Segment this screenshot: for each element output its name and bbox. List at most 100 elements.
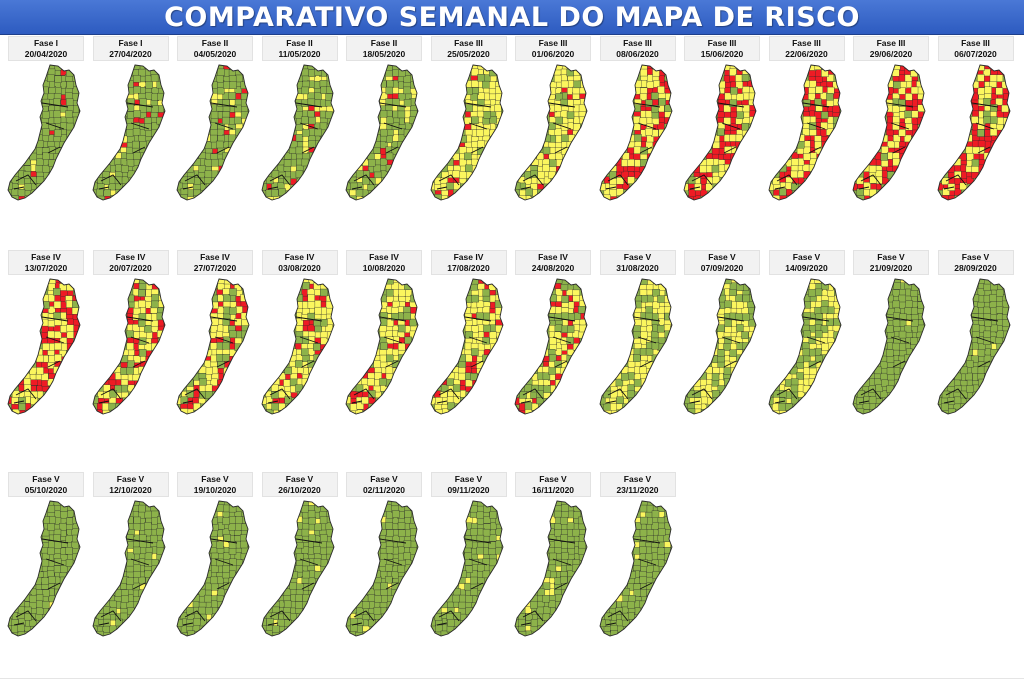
municipality-region	[41, 373, 49, 381]
municipality-region	[229, 288, 237, 296]
region-boundary-lines	[351, 316, 407, 404]
municipality-region	[741, 122, 749, 131]
municipality-region	[60, 565, 68, 573]
municipality-region	[542, 372, 551, 380]
state-outline	[92, 64, 165, 201]
map-label: Fase V 09/11/2020	[430, 472, 507, 497]
municipality-region	[880, 159, 889, 167]
phase-label: Fase V	[201, 474, 229, 484]
map-label: Fase III 08/06/2020	[599, 36, 676, 61]
municipality-region	[736, 324, 744, 332]
risk-map-panel: Fase I 27/04/2020	[91, 36, 171, 236]
date-label: 27/07/2020	[193, 263, 237, 273]
municipality-region	[270, 384, 278, 392]
risk-map-panel: Fase V 05/10/2020	[6, 472, 86, 672]
map-label: Fase III 25/05/2020	[430, 36, 507, 61]
state-risk-map	[345, 64, 419, 201]
municipality-region	[144, 510, 152, 519]
municipality-region	[125, 516, 133, 524]
municipality-region	[294, 111, 303, 119]
municipality-region	[886, 349, 894, 357]
municipality-region	[560, 110, 568, 118]
municipality-region	[724, 378, 732, 386]
municipality-region	[488, 541, 496, 549]
region-boundary-lines	[858, 316, 914, 404]
municipality-region	[965, 360, 973, 368]
municipality-region	[458, 146, 466, 154]
municipality-region	[620, 373, 628, 381]
municipality-region	[283, 612, 291, 620]
municipality-region	[995, 330, 1004, 338]
date-label: 28/09/2020	[954, 263, 997, 273]
municipality-region	[489, 116, 497, 124]
municipality-region	[464, 379, 473, 387]
municipality-region	[525, 613, 533, 621]
map-label: Fase III 06/07/2020	[937, 36, 1014, 61]
municipality-region	[35, 594, 44, 602]
map-label: Fase III 29/06/2020	[853, 36, 929, 61]
municipality-region	[216, 75, 224, 83]
municipality-region	[868, 165, 877, 173]
municipality-region	[132, 128, 140, 136]
municipality-region	[807, 92, 815, 101]
municipality-region	[307, 312, 315, 321]
municipality-region	[391, 501, 399, 507]
map-label: Fase V 19/10/2020	[177, 472, 253, 497]
municipality-region	[379, 110, 388, 118]
municipality-region	[198, 165, 206, 173]
municipality-region	[832, 105, 840, 113]
state-outline	[599, 278, 672, 415]
municipality-region	[48, 576, 56, 584]
municipality-region	[222, 342, 230, 350]
risk-map-panel: Fase V 21/09/2020	[851, 250, 931, 450]
municipality-region	[603, 612, 612, 621]
map-label: Fase II 11/05/2020	[261, 36, 338, 61]
municipality-region	[477, 564, 485, 572]
municipality-region	[355, 601, 364, 609]
municipality-region	[108, 390, 117, 398]
municipality-region	[645, 529, 653, 537]
municipality-region	[645, 535, 654, 543]
municipality-region	[536, 606, 544, 615]
region-boundary-lines	[267, 102, 322, 190]
municipality-region	[313, 523, 321, 531]
municipality-region	[476, 99, 485, 107]
municipality-region	[542, 164, 550, 172]
municipality-region	[941, 390, 949, 399]
municipality-region	[687, 176, 696, 185]
municipality-region	[434, 397, 442, 405]
municipality-region	[198, 606, 206, 615]
municipality-region	[137, 68, 146, 77]
date-label: 10/08/2020	[362, 263, 406, 273]
municipality-region	[892, 116, 900, 124]
municipality-region	[65, 98, 74, 106]
municipality-region	[736, 93, 744, 101]
municipality-region	[567, 541, 575, 549]
municipality-region	[481, 312, 490, 321]
municipality-region	[633, 318, 642, 327]
municipality-region	[970, 116, 978, 124]
risk-map-panel: Fase IV 17/08/2020	[429, 250, 509, 450]
municipality-region	[102, 618, 110, 627]
municipality-region	[149, 504, 158, 512]
municipality-region	[910, 319, 919, 327]
municipality-region	[301, 378, 309, 387]
state-risk-map	[345, 500, 419, 637]
phase-label: Fase V	[116, 474, 145, 484]
municipality-region	[114, 176, 122, 185]
municipality-region	[893, 81, 901, 89]
region-boundary-lines	[182, 316, 238, 404]
phase-label: Fase IV	[369, 252, 399, 262]
municipality-region	[229, 307, 237, 315]
municipality-region	[988, 294, 997, 302]
municipality-region	[270, 402, 279, 411]
municipality-region	[602, 403, 611, 411]
municipality-region	[222, 354, 230, 362]
municipality-region	[645, 312, 653, 321]
municipality-region	[724, 319, 732, 327]
municipality-region	[222, 517, 230, 525]
municipality-region	[886, 385, 894, 393]
municipality-region	[971, 159, 979, 167]
municipality-region	[132, 86, 141, 94]
municipality-region	[639, 68, 647, 77]
